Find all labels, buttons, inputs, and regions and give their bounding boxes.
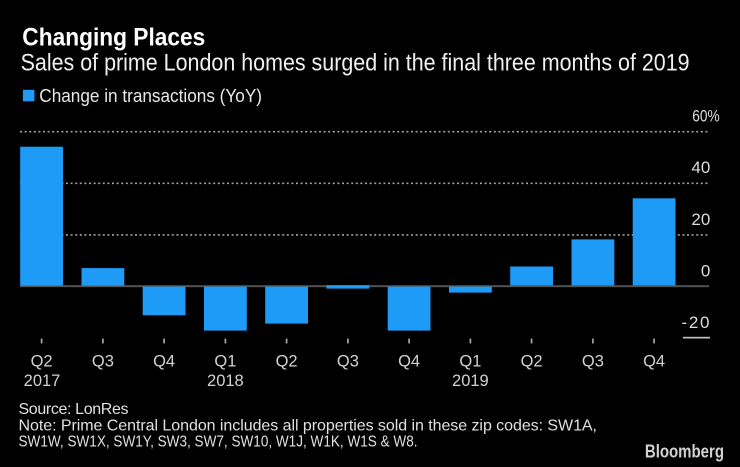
svg-text:20: 20 xyxy=(691,210,710,229)
svg-text:Note: Prime Central London inc: Note: Prime Central London includes all … xyxy=(19,417,598,434)
svg-text:Q4: Q4 xyxy=(643,353,665,371)
svg-text:-20: -20 xyxy=(682,313,710,332)
svg-text:Q3: Q3 xyxy=(337,353,359,371)
svg-text:Source: LonRes: Source: LonRes xyxy=(19,401,129,418)
svg-text:Q4: Q4 xyxy=(398,353,420,371)
svg-text:2019: 2019 xyxy=(452,372,489,390)
svg-text:2018: 2018 xyxy=(207,372,244,390)
svg-text:Q2: Q2 xyxy=(521,353,543,371)
svg-text:2017: 2017 xyxy=(24,372,61,390)
svg-text:Bloomberg: Bloomberg xyxy=(645,442,724,462)
svg-text:Change in transactions (YoY): Change in transactions (YoY) xyxy=(39,85,262,106)
svg-text:SW1W, SW1X, SW1Y, SW3, SW7, SW: SW1W, SW1X, SW1Y, SW3, SW7, SW10, W1J, W… xyxy=(19,433,418,450)
svg-text:40: 40 xyxy=(691,158,710,177)
svg-text:Q2: Q2 xyxy=(276,353,298,371)
svg-text:Q1: Q1 xyxy=(214,353,236,371)
svg-text:Q1: Q1 xyxy=(459,353,481,371)
svg-text:Q3: Q3 xyxy=(92,353,114,371)
svg-text:Q3: Q3 xyxy=(582,353,604,371)
svg-text:Sales of prime London homes su: Sales of prime London homes surged in th… xyxy=(21,49,690,76)
svg-text:Q4: Q4 xyxy=(153,353,175,371)
svg-text:0: 0 xyxy=(701,261,710,280)
svg-text:Changing Places: Changing Places xyxy=(22,24,205,52)
svg-text:Q2: Q2 xyxy=(31,353,53,371)
svg-text:60%: 60% xyxy=(692,107,720,126)
